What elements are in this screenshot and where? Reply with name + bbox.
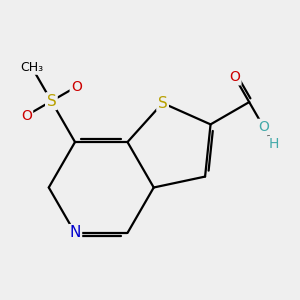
- Text: O: O: [229, 70, 240, 84]
- Text: O: O: [21, 109, 32, 123]
- Text: O: O: [258, 120, 269, 134]
- Text: H: H: [268, 137, 279, 152]
- Text: S: S: [46, 94, 56, 109]
- Text: S: S: [158, 95, 167, 110]
- Text: O: O: [71, 80, 82, 94]
- Text: CH₃: CH₃: [20, 61, 43, 74]
- Text: N: N: [69, 226, 81, 241]
